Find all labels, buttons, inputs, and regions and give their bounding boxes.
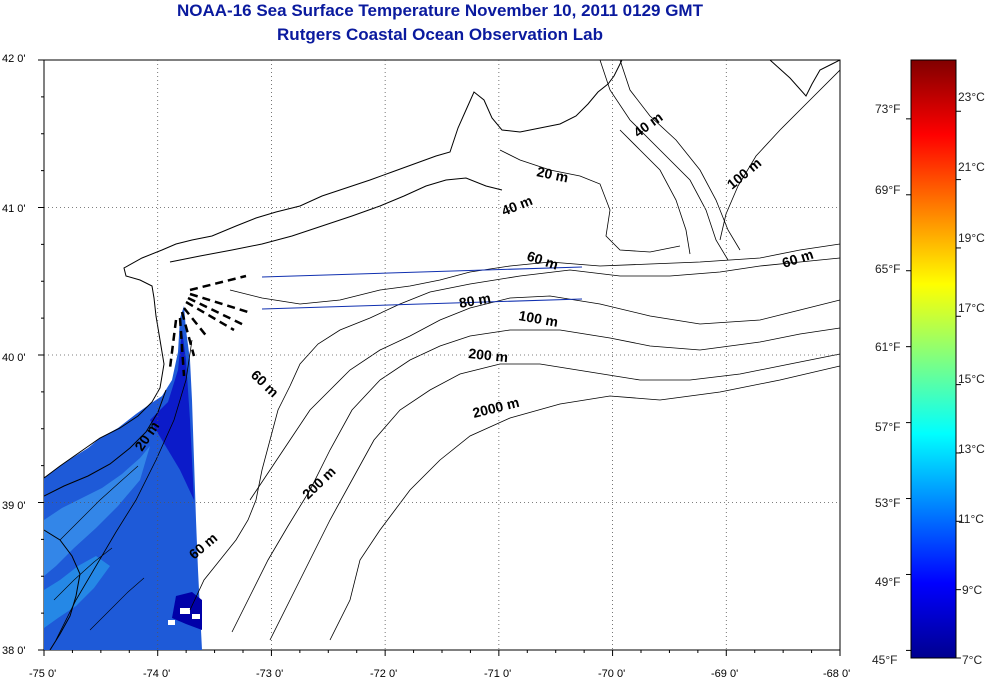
lane-4 bbox=[185, 300, 235, 332]
coastline-nj-inner bbox=[44, 389, 167, 497]
coastline bbox=[44, 60, 623, 479]
colorbar-c-label: 23°C bbox=[958, 90, 985, 104]
map-title: NOAA-16 Sea Surface Temperature November… bbox=[177, 1, 703, 20]
lat-tick-label: 41 0' bbox=[2, 203, 26, 215]
cloud-gap-2 bbox=[192, 614, 200, 619]
lat-tick-label: 38 0' bbox=[2, 645, 26, 657]
contour-label: 100 m bbox=[517, 307, 559, 330]
grid-lines bbox=[44, 60, 840, 650]
colorbar-f-label: 69°F bbox=[875, 183, 901, 197]
lon-tick-label: -72 0' bbox=[370, 668, 398, 680]
colorbar bbox=[910, 59, 957, 659]
lat-tick-label: 42 0' bbox=[2, 53, 26, 65]
cloud-gap-3 bbox=[168, 620, 175, 625]
lane-7 bbox=[178, 317, 186, 377]
colorbar-c-label: 9°C bbox=[962, 583, 983, 597]
contour-label: 20 m bbox=[535, 163, 570, 185]
colorbar-c-label: 11°C bbox=[958, 512, 984, 526]
colorbar-f-label: 61°F bbox=[875, 340, 901, 354]
colorbar-c-label: 15°C bbox=[958, 372, 985, 386]
lon-tick-label: -71 0' bbox=[484, 668, 512, 680]
lon-tick-label: -74 0' bbox=[143, 668, 171, 680]
lane-3 bbox=[187, 296, 247, 328]
lane-1 bbox=[189, 274, 247, 292]
lane-5 bbox=[183, 307, 209, 339]
lat-tick-label: 39 0' bbox=[2, 500, 26, 512]
lat-tick-label: 40 0' bbox=[2, 352, 26, 364]
lon-tick-label: -73 0' bbox=[256, 668, 284, 680]
colorbar-f-label: 49°F bbox=[875, 575, 901, 589]
contour-200m bbox=[269, 353, 840, 641]
transect-line-south bbox=[261, 298, 583, 310]
coastline-long-island bbox=[169, 177, 503, 263]
colorbar-f-label: 73°F bbox=[875, 102, 901, 116]
colorbar-c-label: 19°C bbox=[958, 231, 985, 245]
contour-40m-gom bbox=[599, 60, 729, 261]
contour-60m-nj bbox=[189, 257, 840, 611]
map-subtitle: Rutgers Coastal Ocean Observation Lab bbox=[277, 25, 603, 44]
cloud-gap bbox=[180, 608, 190, 614]
contour-20m-nj bbox=[55, 339, 193, 641]
colorbar-f-label: 45°F bbox=[872, 653, 898, 667]
colorbar-c-label: 17°C bbox=[958, 301, 985, 315]
lon-tick-label: -70 0' bbox=[598, 668, 626, 680]
contour-80m bbox=[249, 295, 840, 501]
colorbar-ticks bbox=[906, 110, 961, 659]
coastline-delaware bbox=[44, 529, 81, 650]
colorbar-c-label: 21°C bbox=[958, 160, 985, 174]
colorbar-f-label: 65°F bbox=[875, 262, 901, 276]
lon-tick-label: -68 0' bbox=[823, 668, 851, 680]
contour-2000m bbox=[329, 365, 840, 641]
colorbar-c-label: 7°C bbox=[962, 653, 983, 667]
map-content: 40 m 20 m 40 m 100 m 60 m 60 m 80 m 100 … bbox=[44, 60, 840, 650]
contour-20m-gom bbox=[499, 149, 681, 253]
colorbar-f-label: 57°F bbox=[875, 420, 901, 434]
contour-label: 80 m bbox=[458, 290, 492, 311]
contour-60m-ne bbox=[229, 243, 840, 305]
tick-marks bbox=[38, 59, 841, 656]
transect-line-north bbox=[261, 266, 583, 278]
colorbar-f-label: 53°F bbox=[875, 496, 901, 510]
contour-100m bbox=[231, 327, 840, 633]
contour-100m-gom bbox=[719, 69, 840, 241]
coastline-cape-cod bbox=[769, 60, 840, 97]
colorbar-c-label: 13°C bbox=[958, 442, 985, 456]
shipping-lanes bbox=[168, 274, 249, 377]
contour-shelf-detail bbox=[53, 465, 145, 631]
lane-2 bbox=[189, 292, 249, 314]
contour-banks bbox=[619, 129, 691, 255]
lane-6 bbox=[180, 311, 196, 357]
lon-tick-label: -69 0' bbox=[711, 668, 739, 680]
lon-tick-label: -75 0' bbox=[29, 668, 57, 680]
lane-8 bbox=[168, 319, 178, 369]
